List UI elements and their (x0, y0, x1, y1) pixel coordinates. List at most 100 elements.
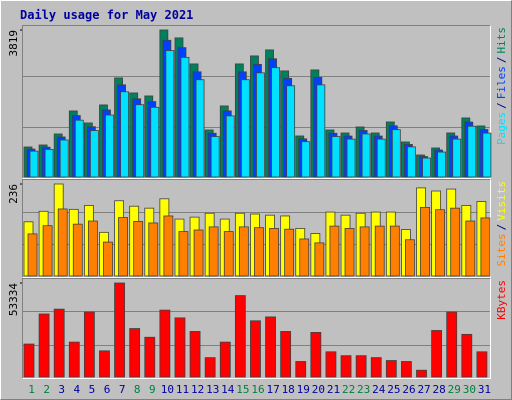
x-tick-label: 4 (74, 383, 81, 396)
bar (446, 311, 458, 378)
x-tick-label: 19 (297, 383, 310, 396)
bar (118, 217, 128, 277)
x-tick-label: 12 (191, 383, 204, 396)
plot-border-dark (22, 278, 491, 379)
bar (280, 331, 292, 378)
bar (254, 227, 264, 277)
bar (150, 106, 160, 178)
bar (234, 295, 246, 378)
bar (53, 308, 65, 378)
legend: Pages / Files / Hits (495, 27, 508, 145)
bar (331, 136, 341, 178)
bar (89, 130, 99, 178)
bar (238, 226, 249, 277)
bar (422, 157, 431, 178)
x-tick-label: 30 (463, 383, 476, 396)
bar (105, 114, 114, 178)
bar (271, 67, 280, 178)
x-tick-label: 3 (58, 383, 65, 396)
bar (27, 233, 38, 277)
bar (144, 336, 156, 378)
bar (114, 282, 125, 378)
x-tick-label: 6 (104, 383, 111, 396)
bar (165, 50, 175, 178)
bar (420, 206, 430, 277)
bar (407, 146, 416, 178)
bar (344, 228, 355, 277)
bar (401, 361, 412, 378)
y-tick-label: 3819 (7, 30, 20, 57)
bar (385, 360, 397, 378)
bar (340, 355, 352, 378)
bar (148, 222, 159, 277)
bar (240, 79, 250, 178)
bar (346, 138, 356, 178)
x-tick-label: 23 (357, 383, 370, 396)
x-tick-label: 18 (282, 383, 295, 396)
bar (431, 330, 443, 378)
bar (59, 139, 69, 178)
x-tick-label: 2 (43, 383, 50, 396)
bar (193, 229, 204, 277)
bar (299, 238, 310, 277)
bar (42, 225, 53, 277)
bar (204, 357, 216, 378)
bar (99, 350, 110, 378)
bar (461, 333, 473, 378)
bar (310, 332, 322, 378)
legend-separator: / (495, 102, 508, 109)
bar (135, 104, 145, 178)
bar (210, 136, 220, 178)
legend-entry: Sites (495, 233, 508, 266)
bar (450, 207, 461, 277)
bar (295, 361, 307, 378)
x-tick-label: 7 (119, 383, 126, 396)
plot-border-light (22, 278, 491, 379)
bar (133, 221, 144, 277)
y-tick-label: 53334 (7, 283, 20, 316)
bar (284, 228, 295, 277)
bar (72, 223, 83, 277)
bar (480, 217, 491, 277)
legend-entry: Hits (495, 27, 508, 54)
bar (38, 313, 50, 378)
bar (316, 84, 326, 178)
bar (389, 225, 400, 277)
bar (57, 208, 68, 277)
x-tick-label: 11 (176, 383, 189, 396)
bar (189, 331, 201, 378)
bar (269, 228, 279, 277)
bar (482, 132, 492, 178)
bar (208, 226, 219, 277)
bar (435, 209, 446, 277)
x-tick-label: 26 (402, 383, 415, 396)
bar (29, 150, 39, 178)
bar (180, 56, 190, 178)
x-tick-label: 20 (312, 383, 325, 396)
x-tick-label: 21 (327, 383, 340, 396)
bar (256, 72, 265, 178)
bar (223, 231, 234, 277)
x-tick-label: 8 (134, 383, 141, 396)
legend-separator: / (495, 224, 508, 231)
bar (452, 138, 462, 178)
legend-entry: Visits (495, 181, 508, 221)
bar (174, 317, 186, 378)
bar (219, 341, 231, 378)
x-tick-label: 22 (342, 383, 355, 396)
chart-title: Daily usage for May 2021 (20, 8, 193, 22)
bar (23, 343, 35, 378)
legend: KBytes (495, 280, 508, 320)
bar (416, 369, 427, 378)
bar (44, 149, 54, 178)
bar (129, 328, 141, 378)
bar (361, 133, 371, 178)
bar (359, 226, 370, 277)
bar (467, 125, 477, 178)
legend-entry: KBytes (495, 280, 508, 320)
plot-border-dark (22, 25, 491, 179)
bar (405, 239, 415, 277)
y-tick-label: 236 (7, 184, 20, 204)
